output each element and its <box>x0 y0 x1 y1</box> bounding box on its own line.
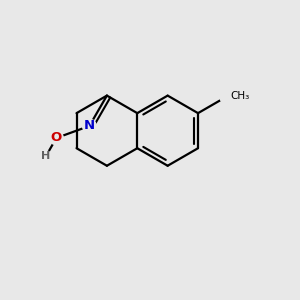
Text: CH₃: CH₃ <box>230 91 249 100</box>
Circle shape <box>82 119 96 133</box>
Circle shape <box>50 131 63 145</box>
Circle shape <box>40 151 51 162</box>
Text: H: H <box>41 151 50 161</box>
Text: O: O <box>51 131 62 145</box>
Circle shape <box>220 87 237 104</box>
Text: N: N <box>84 119 95 133</box>
